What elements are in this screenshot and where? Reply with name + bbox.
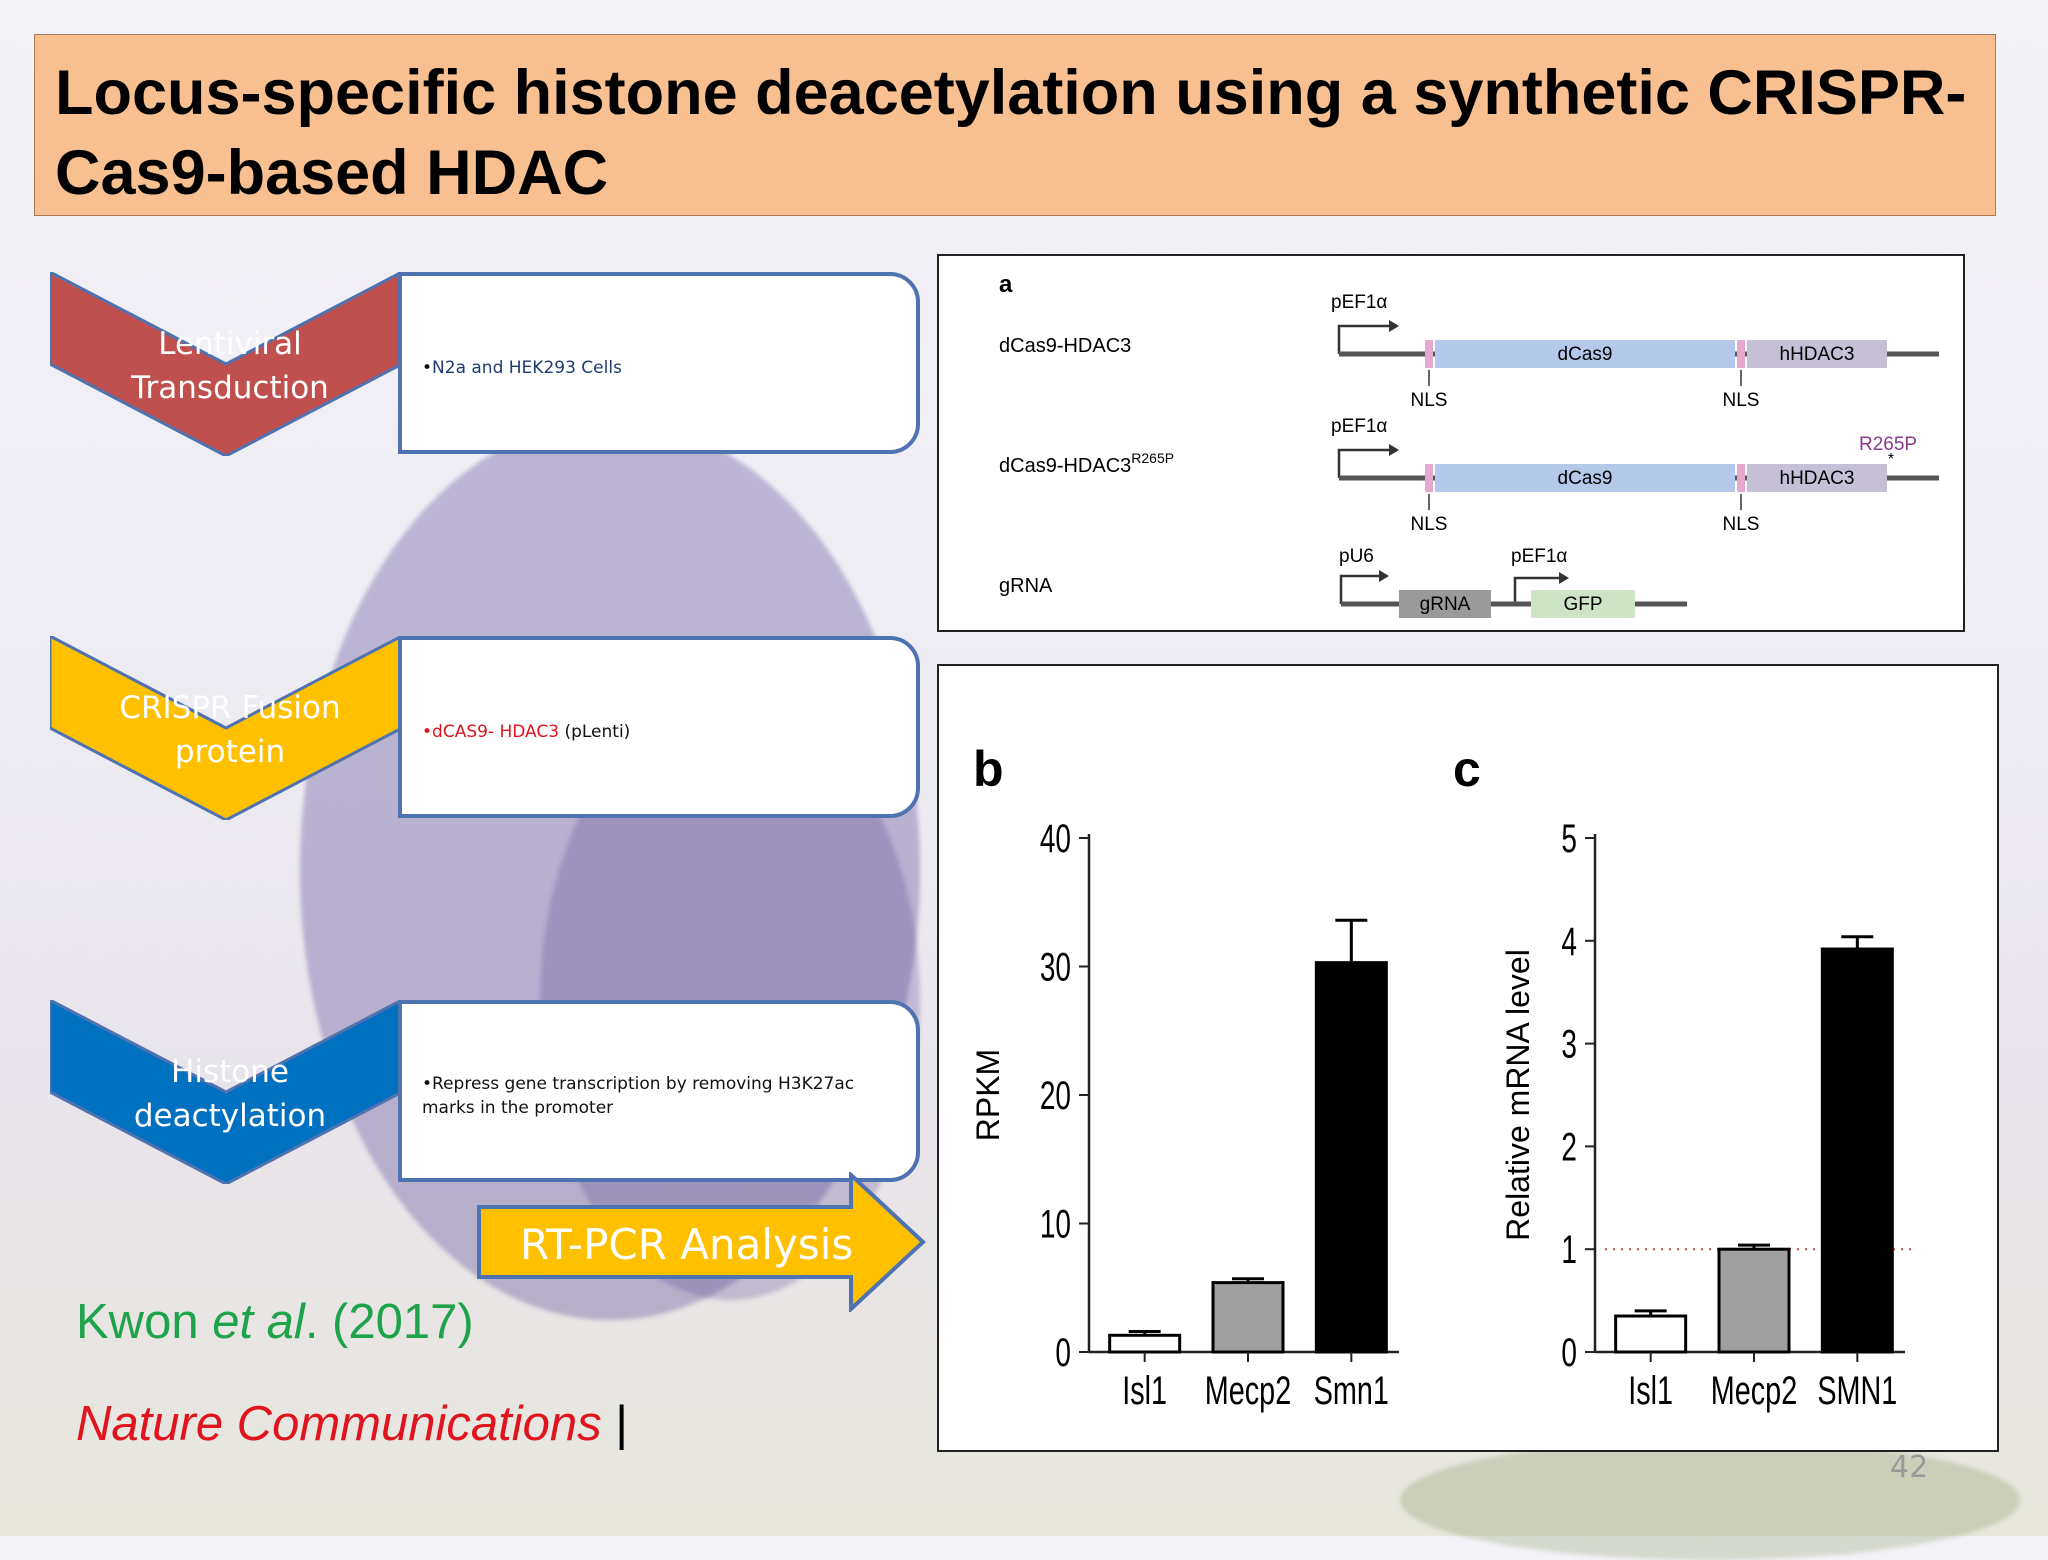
- construct-diagram: a dCas9-HDAC3 pEF1α dCas9 hHDAC3 NLS NLS…: [999, 271, 1939, 618]
- mutation-marker: *: [1888, 451, 1894, 468]
- panel-label-a: a: [999, 271, 1013, 298]
- segment-label: dCas9: [1558, 344, 1613, 365]
- figure-bc-charts: b 0 10 20 30 40 RPKM Isl1 Mecp2 Smn1 c 0 1 2 3 4 5 Relati…: [937, 664, 1999, 1452]
- panel-label: b: [973, 741, 1004, 797]
- y-tick-label: 0: [1561, 1331, 1577, 1375]
- nls-block: [1737, 340, 1745, 368]
- dcas9-block: [1435, 464, 1735, 492]
- step-detail-text: Repress gene transcription by removing H…: [422, 1074, 855, 1118]
- nls-label: NLS: [1411, 514, 1448, 535]
- y-tick-label: 40: [1040, 817, 1071, 861]
- promoter-arrow: [1339, 574, 1379, 604]
- rt-pcr-label: RT-PCR Analysis: [520, 1220, 854, 1269]
- construct-name: gRNA: [999, 575, 1053, 597]
- nls-label: NLS: [1723, 514, 1760, 535]
- step-detail-text: N2a and HEK293 Cells: [432, 358, 622, 378]
- construct-name: dCas9-HDAC3: [999, 335, 1131, 357]
- page-number: 42: [1890, 1450, 1929, 1485]
- y-tick-label: 30: [1040, 946, 1071, 990]
- x-tick-label: Isl1: [1628, 1368, 1673, 1413]
- citation-authors: Kwon et al. (2017): [76, 1294, 474, 1350]
- bar-isl1: [1614, 1314, 1688, 1354]
- nls-label: NLS: [1411, 390, 1448, 411]
- segment-label: hHDAC3: [1780, 344, 1855, 365]
- chevron-shape-blue: [50, 1000, 402, 1184]
- segment-label: hHDAC3: [1780, 468, 1855, 489]
- construct-name: dCas9-HDAC3R265P: [999, 450, 1174, 477]
- figure-a-constructs: a dCas9-HDAC3 pEF1α dCas9 hHDAC3 NLS NLS…: [937, 254, 1965, 632]
- step-label: Histone deactylation: [133, 1054, 327, 1134]
- bar-mecp2: [1211, 1281, 1285, 1354]
- gfp-block: [1531, 590, 1635, 618]
- promoter-label: pEF1α: [1331, 416, 1387, 437]
- x-tick-label: Mecp2: [1711, 1368, 1797, 1413]
- journal-bar: |: [615, 1397, 628, 1451]
- step-label: CRISPR Fusion protein: [119, 690, 341, 770]
- promoter-arrowhead: [1379, 570, 1389, 582]
- construct-name-main: dCas9-HDAC3: [999, 455, 1131, 477]
- bar-smn1: [1314, 961, 1388, 1354]
- bar-smn1: [1820, 947, 1894, 1354]
- construct-name-sup: R265P: [1131, 450, 1174, 466]
- slide-title: Locus-specific histone deacetylation usi…: [55, 58, 1967, 208]
- step-detail: •N2a and HEK293 Cells: [422, 358, 622, 378]
- step-detail-card: •Repress gene transcription by removing …: [398, 1000, 920, 1182]
- nls-label: NLS: [1723, 390, 1760, 411]
- citation-journal: Nature Communications |: [76, 1396, 628, 1452]
- dcas9-block: [1435, 340, 1735, 368]
- y-tick-label: 4: [1561, 920, 1577, 964]
- y-axis-label: Relative mRNA level: [1500, 949, 1536, 1241]
- y-tick-label: 20: [1040, 1074, 1071, 1118]
- chevron-shape-red: [50, 272, 402, 456]
- citation-etal: et al: [212, 1295, 305, 1349]
- nls-block: [1425, 340, 1433, 368]
- hdac3-block: [1747, 340, 1887, 368]
- x-tick-label: Isl1: [1122, 1368, 1167, 1413]
- slide-title-box: Locus-specific histone deacetylation usi…: [34, 34, 1996, 216]
- promoter-arrowhead: [1559, 572, 1569, 584]
- step-detail-card: •N2a and HEK293 Cells: [398, 272, 920, 454]
- rt-pcr-arrow: [477, 1172, 926, 1312]
- grna-block: [1399, 590, 1491, 618]
- y-tick-label: 5: [1561, 817, 1577, 861]
- panel-label: c: [1453, 741, 1481, 797]
- step-detail-red: dCAS9- HDAC3: [432, 722, 560, 742]
- promoter-arrowhead: [1389, 320, 1399, 332]
- y-tick-label: 1: [1561, 1228, 1577, 1272]
- y-tick-label: 0: [1055, 1331, 1071, 1375]
- promoter-arrowhead: [1389, 444, 1399, 456]
- x-tick-label: Mecp2: [1205, 1368, 1291, 1413]
- segment-label: dCas9: [1558, 468, 1613, 489]
- step-detail-card: •dCAS9- HDAC3 (pLenti): [398, 636, 920, 818]
- promoter-label: pU6: [1339, 546, 1374, 567]
- step-detail-rest: (pLenti): [559, 722, 631, 742]
- y-tick-label: 10: [1040, 1203, 1071, 1247]
- y-tick-label: 2: [1561, 1126, 1577, 1170]
- y-axis-label: RPKM: [970, 1049, 1006, 1141]
- bar-mecp2: [1717, 1247, 1791, 1354]
- promoter-arrow: [1513, 576, 1559, 604]
- y-tick-label: 3: [1561, 1023, 1577, 1067]
- x-tick-label: SMN1: [1817, 1368, 1897, 1413]
- bar-charts: b 0 10 20 30 40 RPKM Isl1 Mecp2 Smn1 c 0 1 2 3 4 5 Relati…: [970, 741, 1915, 1413]
- promoter-label: pEF1α: [1511, 546, 1567, 567]
- step-label: Lentiviral Transduction: [131, 326, 329, 406]
- nls-block: [1737, 464, 1745, 492]
- citation-year: . (2017): [304, 1295, 474, 1349]
- citation-author: Kwon: [76, 1295, 213, 1349]
- promoter-arrow: [1337, 324, 1389, 354]
- promoter-label: pEF1α: [1331, 292, 1387, 313]
- step-detail: •Repress gene transcription by removing …: [422, 1074, 855, 1118]
- chevron-shape-yellow: [50, 636, 402, 820]
- nls-block: [1425, 464, 1433, 492]
- segment-label: GFP: [1563, 594, 1602, 615]
- promoter-arrow: [1337, 448, 1389, 478]
- step-detail: •dCAS9- HDAC3 (pLenti): [422, 722, 631, 742]
- mutation-label: R265P: [1859, 434, 1917, 455]
- hdac3-block: [1747, 464, 1887, 492]
- segment-label: gRNA: [1420, 594, 1471, 615]
- x-tick-label: Smn1: [1314, 1368, 1389, 1413]
- bar-isl1: [1108, 1333, 1182, 1354]
- journal-name: Nature Communications: [76, 1397, 602, 1451]
